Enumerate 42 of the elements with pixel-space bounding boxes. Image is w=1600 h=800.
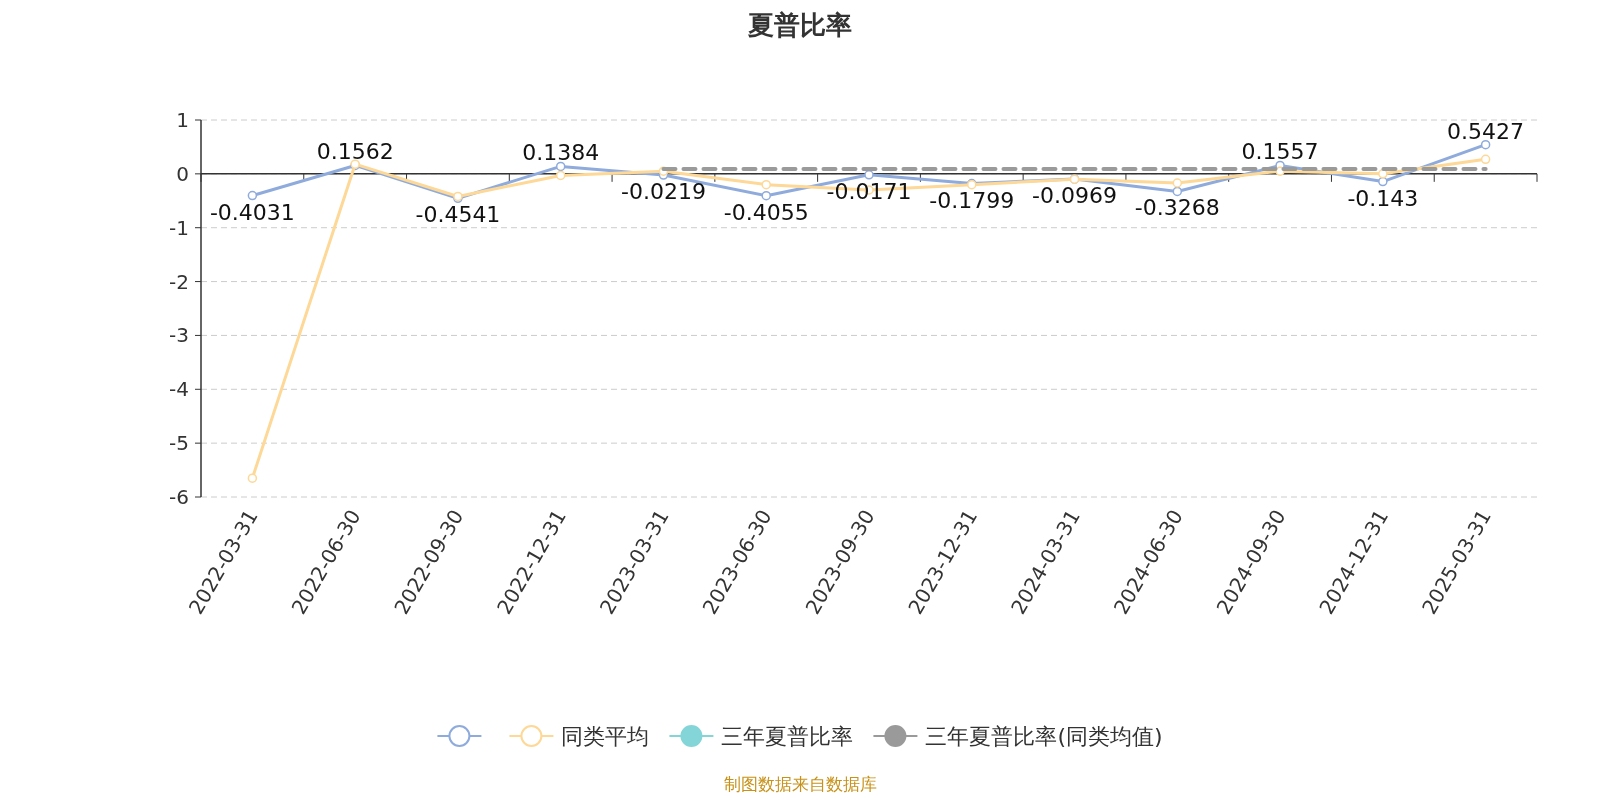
- y-tick-label: -5: [169, 431, 189, 456]
- y-tick-label: -1: [169, 215, 189, 240]
- point: [864, 170, 874, 180]
- data-label: 0.1557: [1241, 139, 1319, 165]
- text: 制图数据来自数据库: [723, 774, 877, 794]
- data-label: -0.0171: [826, 178, 912, 204]
- y-tick-label: -2: [169, 269, 189, 294]
- data-label: -0.1799: [929, 187, 1015, 213]
- point: [247, 190, 258, 201]
- data-label: 0.5427: [1447, 118, 1525, 144]
- y-tick-label: 1: [176, 108, 189, 132]
- point: [1480, 154, 1491, 165]
- point: [1480, 139, 1491, 150]
- y-tick-label: 0: [176, 161, 189, 186]
- data-label: 0.1384: [522, 140, 600, 166]
- y-tick-label: -6: [169, 485, 189, 509]
- point: [1172, 186, 1183, 197]
- legend-label: 同类平均: [561, 724, 650, 749]
- point: [1378, 169, 1388, 179]
- data-label: -0.4541: [415, 202, 501, 228]
- legend-label: 三年夏普比率: [721, 724, 854, 749]
- point: [555, 170, 566, 181]
- y-tick-label: -4: [169, 377, 189, 402]
- data-label: -0.4055: [723, 199, 809, 225]
- data-label: -0.4031: [209, 199, 295, 225]
- chart-title: 夏普比率: [747, 10, 852, 40]
- data-label: -0.143: [1347, 185, 1419, 211]
- point: [555, 161, 566, 172]
- legend-item: 三年夏普比率: [668, 724, 854, 749]
- legend-item: 同类平均: [508, 724, 650, 749]
- data-label: -0.3268: [1134, 195, 1220, 221]
- legend-label: 三年夏普比率(同类均值): [925, 724, 1163, 749]
- point: [761, 190, 771, 201]
- point: [1172, 178, 1183, 188]
- point: [1378, 176, 1388, 187]
- point: [761, 179, 771, 190]
- legend-item: 三年夏普比率(同类均值): [872, 724, 1163, 749]
- point: [247, 473, 258, 483]
- data-label: -0.0969: [1032, 183, 1117, 209]
- data-label: 0.1562: [316, 139, 394, 165]
- data-label: -0.0219: [621, 179, 706, 205]
- y-tick-label: -3: [169, 323, 189, 348]
